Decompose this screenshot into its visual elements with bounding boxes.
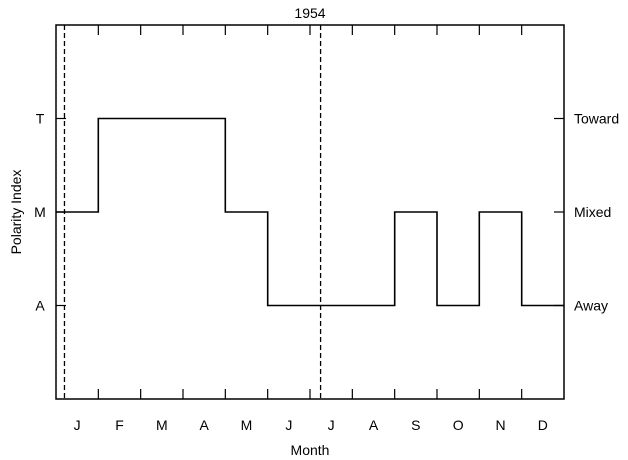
y-tick-label-left: A [35,298,45,314]
y-tick-label-right: Mixed [574,204,611,220]
y-tick-labels-right: Away Mixed Toward [574,111,619,314]
y-tick-label-right: Away [574,298,608,314]
x-tick-label: M [241,417,253,433]
reference-lines [63,25,322,399]
polarity-series-line [56,117,564,307]
x-tick-label: S [411,417,420,433]
y-tick-label-left: T [36,111,45,127]
x-tick-label: M [156,417,168,433]
x-tick-label: J [328,417,335,433]
x-tick-label: F [115,417,124,433]
y-tick-labels-left: A M T [34,111,46,314]
x-tick-label: A [369,417,379,433]
chart-title: 1954 [294,5,325,21]
y-tick-label-left: M [34,204,46,220]
x-tick-label: O [453,417,464,433]
x-tick-label: J [74,417,81,433]
x-tick-label: N [495,417,505,433]
x-tick-label: J [285,417,292,433]
x-tick-label: A [199,417,209,433]
y-axis-label: Polarity Index [8,170,24,255]
x-tick-label: D [538,417,548,433]
y-tick-label-right: Toward [574,111,619,127]
x-axis-label: Month [291,442,330,458]
